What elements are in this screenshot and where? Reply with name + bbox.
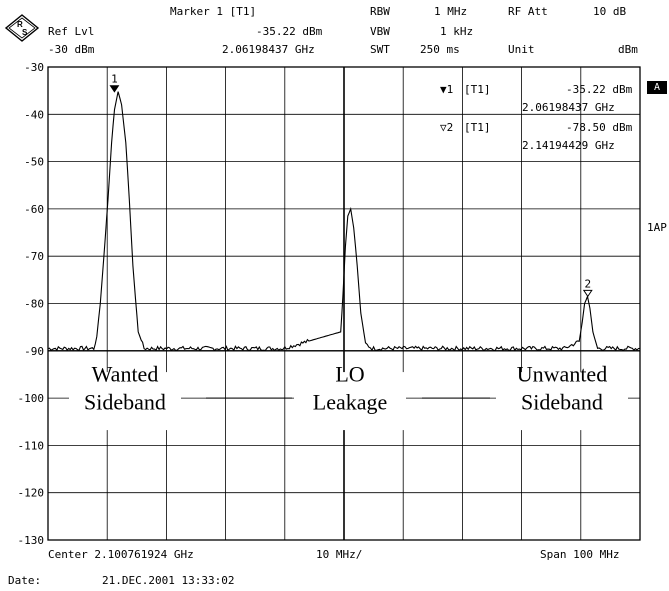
rbw-value: 1 MHz bbox=[434, 5, 468, 18]
marker1-symbol: ▼1 bbox=[440, 83, 454, 96]
annotation-text: Sideband bbox=[84, 390, 166, 415]
y-tick-label: -120 bbox=[18, 487, 45, 500]
annotation-text: LO bbox=[335, 362, 364, 387]
marker2-level: -78.50 dBm bbox=[566, 121, 633, 134]
trace-mode-label: 1AP bbox=[647, 221, 667, 234]
y-tick-label: -60 bbox=[24, 203, 44, 216]
y-tick-label: -130 bbox=[18, 534, 45, 547]
date-label: Date: bbox=[8, 574, 42, 587]
annotation-background bbox=[69, 372, 181, 431]
center-frequency: Center 2.100761924 GHz bbox=[48, 548, 194, 561]
annotation-text: Wanted bbox=[92, 362, 159, 387]
marker-1-symbol bbox=[109, 85, 120, 93]
annotation-background bbox=[294, 372, 406, 431]
annotation-text: Unwanted bbox=[517, 362, 607, 387]
trace-a-badge: A bbox=[647, 81, 667, 94]
marker1-frequency: 2.06198437 GHz bbox=[522, 101, 615, 114]
date-value: 21.DEC.2001 13:33:02 bbox=[102, 574, 235, 587]
plot-grid bbox=[47, 66, 641, 541]
rf-att-value: 10 dB bbox=[593, 5, 627, 18]
rf-att-label: RF Att bbox=[508, 5, 548, 18]
marker1-level: -35.22 dBm bbox=[566, 83, 633, 96]
marker-level: -35.22 dBm bbox=[256, 25, 323, 38]
ref-lvl-value: -30 dBm bbox=[48, 43, 95, 56]
y-tick-label: -100 bbox=[18, 392, 45, 405]
annotation-text: Leakage bbox=[313, 390, 388, 415]
marker1-trace: [T1] bbox=[464, 83, 491, 96]
unit-value: dBm bbox=[618, 43, 638, 56]
annotations: Wanted Sideband LO Leakage Unwanted Sideband bbox=[69, 362, 628, 431]
y-tick-label: -80 bbox=[24, 298, 44, 311]
vbw-value: 1 kHz bbox=[440, 25, 474, 38]
y-tick-label: -70 bbox=[24, 250, 44, 263]
vbw-label: VBW bbox=[370, 25, 390, 38]
svg-text:R: R bbox=[17, 20, 23, 29]
swt-label: SWT bbox=[370, 43, 390, 56]
annotation-background bbox=[496, 372, 628, 431]
trace-group bbox=[47, 91, 641, 352]
marker-frequency: 2.06198437 GHz bbox=[222, 43, 315, 56]
y-tick-label: -90 bbox=[24, 345, 44, 358]
unit-label: Unit bbox=[508, 43, 535, 56]
markers-group: 12 bbox=[109, 73, 593, 298]
marker-1-label: 1 bbox=[111, 73, 118, 86]
marker-2-symbol bbox=[582, 289, 593, 298]
rohde-schwarz-logo: R S bbox=[4, 14, 40, 42]
swt-value: 250 ms bbox=[420, 43, 460, 56]
y-tick-label: -30 bbox=[24, 61, 44, 74]
marker2-frequency: 2.14194429 GHz bbox=[522, 139, 615, 152]
y-tick-label: -40 bbox=[24, 108, 44, 121]
svg-text:S: S bbox=[22, 28, 28, 37]
ref-lvl-label: Ref Lvl bbox=[48, 25, 95, 38]
annotation-text: Sideband bbox=[521, 390, 603, 415]
y-axis-ticks: -30 -40 -50 -60 -70 -80 -90 -100 -110 -120 -130 bbox=[18, 61, 45, 547]
y-tick-label: -50 bbox=[24, 156, 44, 169]
spectrum-trace bbox=[47, 91, 641, 352]
marker2-symbol: ▽2 bbox=[440, 121, 454, 134]
span: Span 100 MHz bbox=[540, 548, 620, 561]
marker2-trace: [T1] bbox=[464, 121, 491, 134]
span-per-division: 10 MHz/ bbox=[316, 548, 363, 561]
rbw-label: RBW bbox=[370, 5, 390, 18]
marker-2-label: 2 bbox=[584, 277, 591, 290]
y-tick-label: -110 bbox=[18, 439, 45, 452]
marker-title: Marker 1 [T1] bbox=[170, 5, 257, 18]
